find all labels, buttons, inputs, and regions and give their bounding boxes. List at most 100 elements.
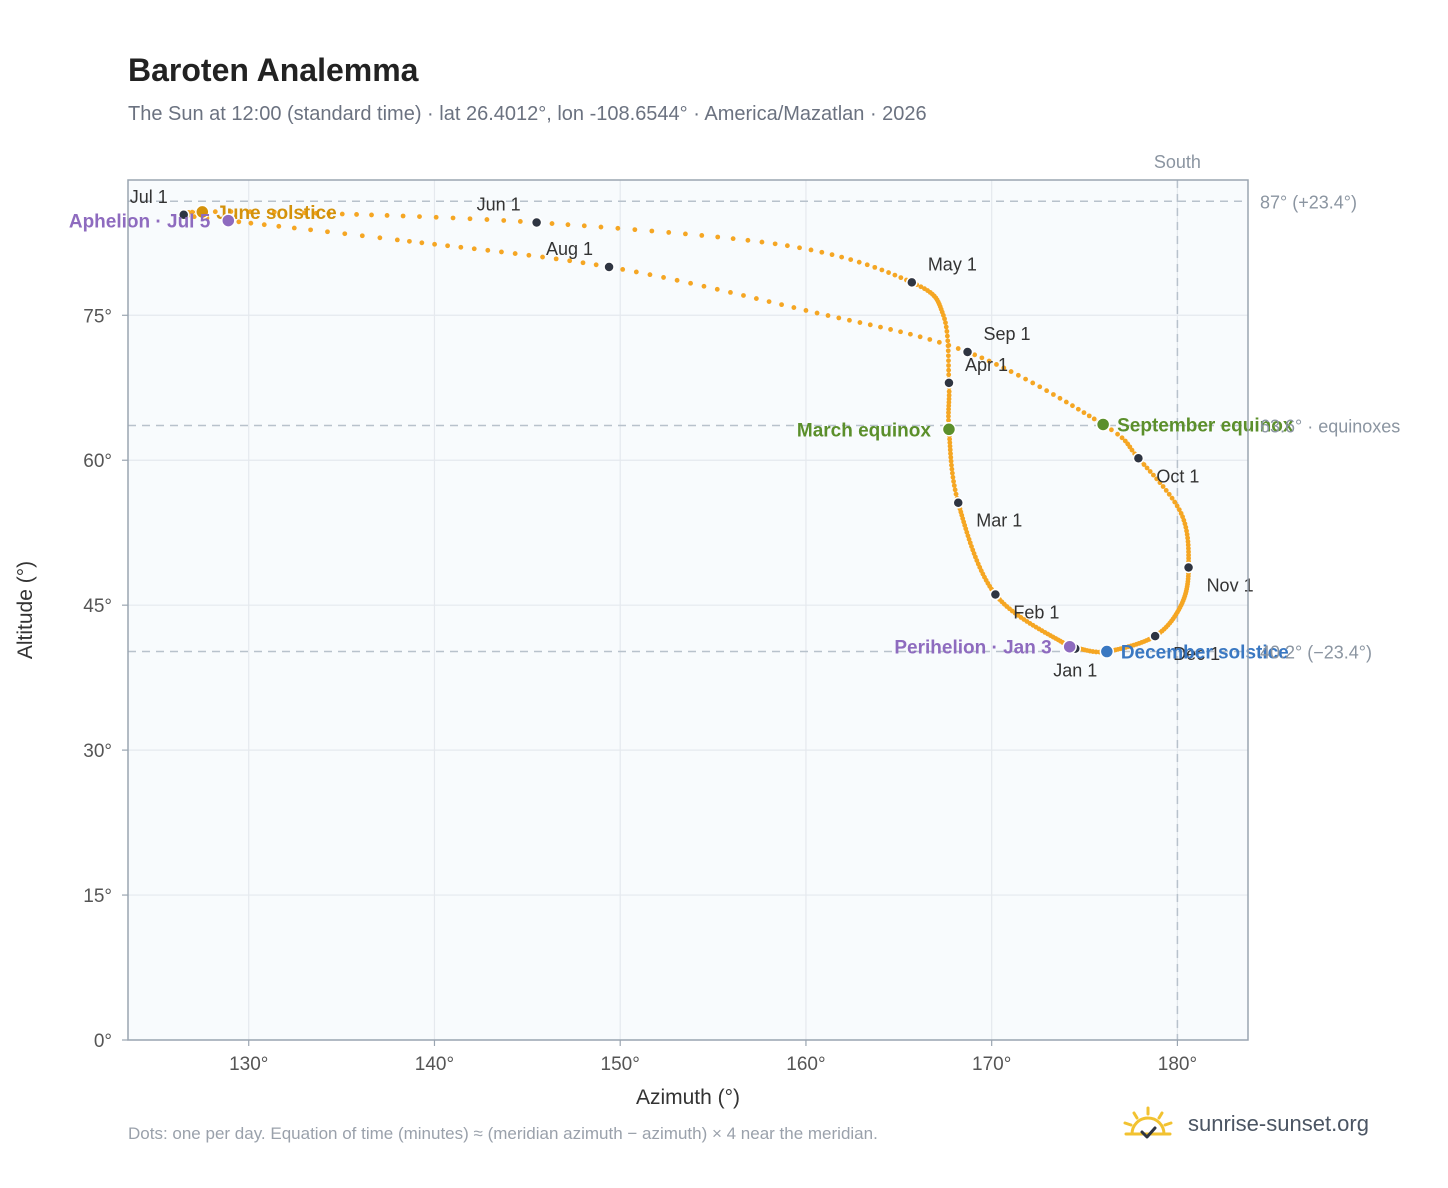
reference-line-label: 63.6° · equinoxes	[1260, 416, 1400, 436]
day-dot	[683, 231, 688, 237]
y-tick-label: 15°	[83, 886, 112, 907]
day-dot	[342, 231, 348, 237]
day-dot	[247, 209, 253, 215]
x-tick-label: 130°	[229, 1054, 268, 1075]
day-dot	[467, 216, 473, 222]
day-dot	[946, 367, 952, 373]
day-dot	[567, 258, 573, 264]
day-dot	[946, 399, 952, 405]
month-marker-label: Jan 1	[1053, 661, 1097, 681]
day-dot	[647, 272, 653, 278]
event-label: March equinox	[797, 420, 932, 441]
day-dot	[946, 403, 952, 409]
day-dot	[839, 254, 845, 260]
day-dot	[1063, 399, 1069, 405]
x-tick-label: 140°	[415, 1054, 454, 1075]
day-dot	[814, 310, 820, 316]
day-dot	[377, 235, 383, 241]
day-dot	[1166, 491, 1172, 497]
day-dot	[598, 224, 604, 230]
day-dot	[384, 213, 390, 218]
day-dot	[946, 363, 951, 368]
month-marker-dot	[530, 216, 543, 229]
day-dot	[955, 346, 961, 351]
day-dot	[797, 245, 802, 251]
day-dot	[369, 212, 374, 218]
day-dot	[888, 327, 893, 332]
day-dot	[1157, 480, 1163, 486]
month-marker-dot	[177, 209, 190, 221]
day-dot	[228, 209, 234, 214]
y-tick-label: 0°	[94, 1031, 112, 1052]
day-dot	[947, 436, 953, 442]
day-dot	[867, 322, 873, 328]
x-tick-label: 150°	[601, 1054, 640, 1075]
day-dot	[189, 209, 195, 215]
day-dot	[661, 275, 666, 280]
day-dot	[699, 233, 705, 238]
day-dot	[1086, 413, 1092, 419]
day-dot	[872, 264, 878, 270]
day-dot	[730, 236, 736, 242]
day-dot	[1160, 484, 1166, 489]
south-label: South	[1154, 152, 1201, 172]
day-dot	[1030, 380, 1036, 386]
month-marker-label: Apr 1	[965, 355, 1008, 375]
month-marker-dot	[1182, 561, 1195, 574]
day-dot	[1147, 469, 1153, 474]
month-marker-dot	[943, 377, 955, 389]
month-marker-dot	[952, 496, 964, 509]
day-dot	[803, 308, 809, 313]
day-dot	[1109, 427, 1114, 433]
day-dot	[753, 296, 759, 301]
day-dot	[512, 251, 518, 256]
day-dot	[972, 352, 978, 358]
day-dot	[1141, 462, 1147, 467]
day-dot	[951, 479, 956, 484]
day-dot	[825, 313, 831, 318]
day-dot	[308, 227, 313, 233]
event-label: June solstice	[216, 203, 336, 224]
day-dot	[553, 256, 559, 262]
day-dot	[945, 338, 951, 344]
day-dot	[1057, 395, 1063, 401]
brand[interactable]: sunrise-sunset.org	[1120, 1102, 1369, 1146]
day-dot	[819, 249, 825, 255]
day-dot	[936, 339, 942, 345]
day-dot	[946, 372, 952, 378]
day-dot	[892, 272, 898, 278]
day-dot	[943, 324, 949, 330]
day-dot	[948, 451, 953, 456]
day-dot	[1174, 503, 1180, 509]
day-dot	[1050, 392, 1056, 397]
day-dot	[400, 213, 406, 219]
day-dot	[1163, 487, 1169, 493]
event-label: Perihelion · Jan 3	[894, 638, 1051, 659]
day-dot	[945, 348, 951, 354]
day-dot	[949, 466, 955, 472]
day-dot	[499, 249, 504, 255]
day-dot	[953, 491, 959, 497]
day-dot	[501, 218, 507, 223]
event-label: Aphelion · Jul 5	[69, 212, 211, 233]
day-dot	[944, 328, 950, 334]
day-dot	[1186, 546, 1191, 551]
day-dot	[1091, 416, 1097, 422]
day-dot	[946, 392, 952, 398]
event-marker-dot	[1062, 639, 1077, 654]
day-dot	[759, 239, 765, 245]
day-dot	[1186, 549, 1191, 555]
day-dot	[688, 280, 693, 286]
day-dot	[1044, 388, 1050, 394]
month-marker-dot	[989, 588, 1002, 601]
month-marker-label: Sep 1	[984, 324, 1031, 344]
day-dot	[952, 487, 958, 493]
day-dot	[450, 215, 456, 221]
month-marker-label: Aug 1	[546, 239, 593, 259]
day-dot	[791, 305, 797, 310]
day-dot	[620, 266, 626, 272]
day-dot	[1081, 410, 1087, 416]
day-dot	[1075, 406, 1081, 412]
day-dot	[1169, 495, 1175, 501]
month-marker-dot	[961, 346, 974, 358]
